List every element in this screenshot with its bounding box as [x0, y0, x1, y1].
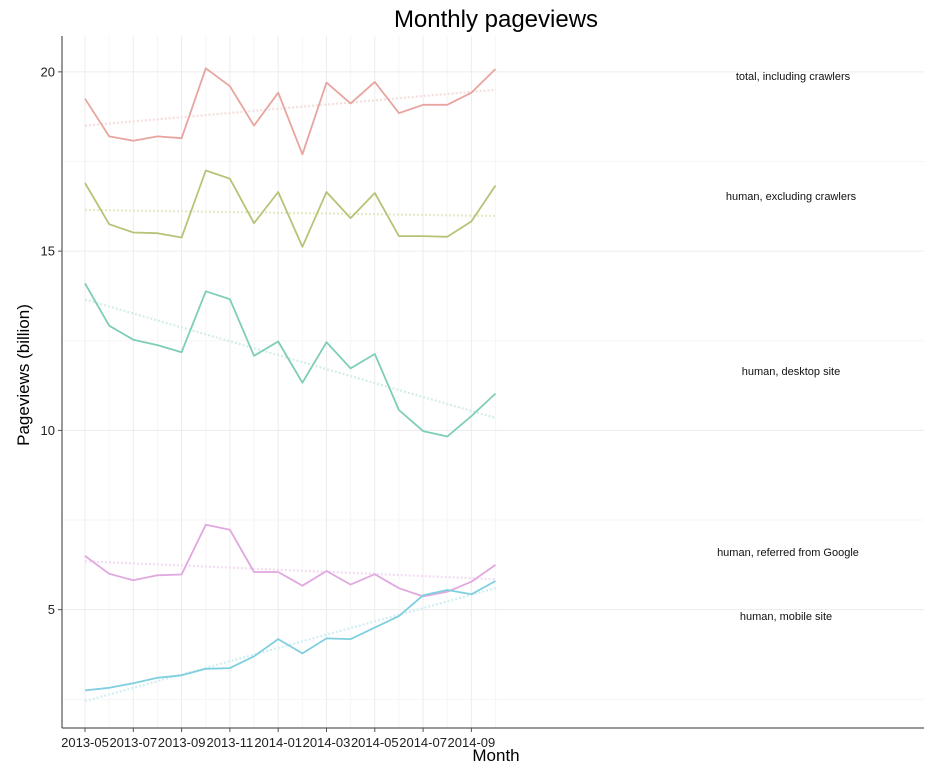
- trend-line: [84, 208, 496, 218]
- grid-lines: [61, 36, 924, 729]
- x-tick-label: 2014-01: [254, 735, 302, 750]
- series-label: total, including crawlers: [736, 71, 851, 83]
- series-label: human, referred from Google: [717, 547, 859, 559]
- series-line: [84, 67, 497, 156]
- y-tick-label: 10: [41, 423, 55, 438]
- trend-line: [84, 298, 496, 419]
- y-tick-label: 5: [48, 602, 55, 617]
- x-tick-label: 2014-03: [303, 735, 351, 750]
- y-axis-title: Pageviews (billion): [14, 304, 33, 446]
- chart-title: Monthly pageviews: [394, 6, 598, 33]
- y-tick-label: 15: [41, 244, 55, 259]
- series-line: [84, 523, 497, 598]
- x-tick-label: 2013-11: [207, 735, 254, 750]
- y-axis-ticks: 5 10 15 20: [41, 64, 62, 617]
- series-label: human, excluding crawlers: [726, 191, 857, 203]
- series-line: [84, 580, 496, 692]
- series-label: human, mobile site: [740, 611, 832, 623]
- trend-lines: [84, 88, 496, 703]
- trend-line: [84, 560, 496, 581]
- trend-line: [84, 88, 496, 127]
- x-tick-label: 2014-05: [351, 735, 399, 750]
- x-tick-label: 2013-07: [109, 735, 157, 750]
- series-labels: total, including crawlers human, excludin…: [717, 71, 859, 623]
- x-tick-label: 2014-07: [399, 735, 447, 750]
- series-line: [84, 169, 497, 248]
- trend-line: [84, 587, 496, 703]
- x-axis-title: Month: [472, 746, 519, 764]
- series-lines: [84, 67, 497, 692]
- series-label: human, desktop site: [742, 366, 840, 378]
- x-tick-label: 2014-09: [448, 735, 496, 750]
- x-tick-label: 2013-05: [61, 735, 109, 750]
- x-tick-label: 2013-09: [158, 735, 206, 750]
- series-line: [84, 282, 497, 438]
- x-axis-ticks: 2013-05 2013-07 2013-09 2013-11 2014-01 2014-…: [61, 728, 495, 750]
- y-tick-label: 20: [41, 64, 55, 79]
